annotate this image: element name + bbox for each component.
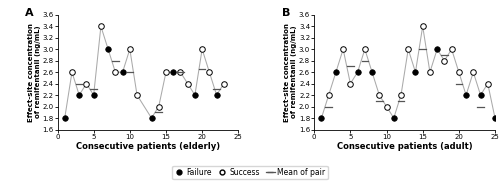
Point: [397, 94, 405, 97]
Point: [418, 25, 426, 28]
X-axis label: Consecutive patients (adult): Consecutive patients (adult): [337, 142, 472, 152]
Point: [104, 48, 112, 51]
Point: [154, 105, 162, 108]
Point: [484, 82, 492, 85]
Text: B: B: [282, 8, 290, 18]
Point: [126, 48, 134, 51]
Point: [318, 117, 326, 120]
Point: [82, 82, 90, 85]
Point: [169, 71, 177, 74]
Point: [448, 48, 456, 51]
Point: [440, 59, 448, 62]
Point: [376, 94, 384, 97]
Point: [112, 71, 120, 74]
Point: [90, 94, 98, 97]
Point: [382, 105, 390, 108]
Point: [412, 71, 420, 74]
Point: [476, 94, 484, 97]
Point: [455, 71, 463, 74]
Point: [75, 94, 83, 97]
Point: [198, 48, 206, 51]
Point: [133, 94, 141, 97]
Point: [404, 48, 412, 51]
Legend: Failure, Success, Mean of pair: Failure, Success, Mean of pair: [172, 166, 328, 179]
X-axis label: Consecutive patients (elderly): Consecutive patients (elderly): [76, 142, 220, 152]
Point: [361, 48, 369, 51]
Y-axis label: Effect-site concentration
of remifentanil (ng/mL): Effect-site concentration of remifentani…: [28, 23, 40, 122]
Point: [354, 71, 362, 74]
Point: [470, 71, 478, 74]
Point: [206, 71, 214, 74]
Point: [324, 94, 332, 97]
Text: A: A: [25, 8, 34, 18]
Point: [368, 71, 376, 74]
Point: [60, 117, 68, 120]
Point: [339, 48, 347, 51]
Point: [346, 82, 354, 85]
Point: [491, 117, 499, 120]
Point: [220, 82, 228, 85]
Y-axis label: Effect-site concentration
of remifentanil (ng/mL): Effect-site concentration of remifentani…: [284, 23, 298, 122]
Point: [176, 71, 184, 74]
Point: [212, 94, 220, 97]
Point: [433, 48, 441, 51]
Point: [462, 94, 470, 97]
Point: [148, 117, 156, 120]
Point: [97, 25, 105, 28]
Point: [68, 71, 76, 74]
Point: [118, 71, 126, 74]
Point: [332, 71, 340, 74]
Point: [390, 117, 398, 120]
Point: [426, 71, 434, 74]
Point: [162, 71, 170, 74]
Point: [184, 82, 192, 85]
Point: [191, 94, 199, 97]
